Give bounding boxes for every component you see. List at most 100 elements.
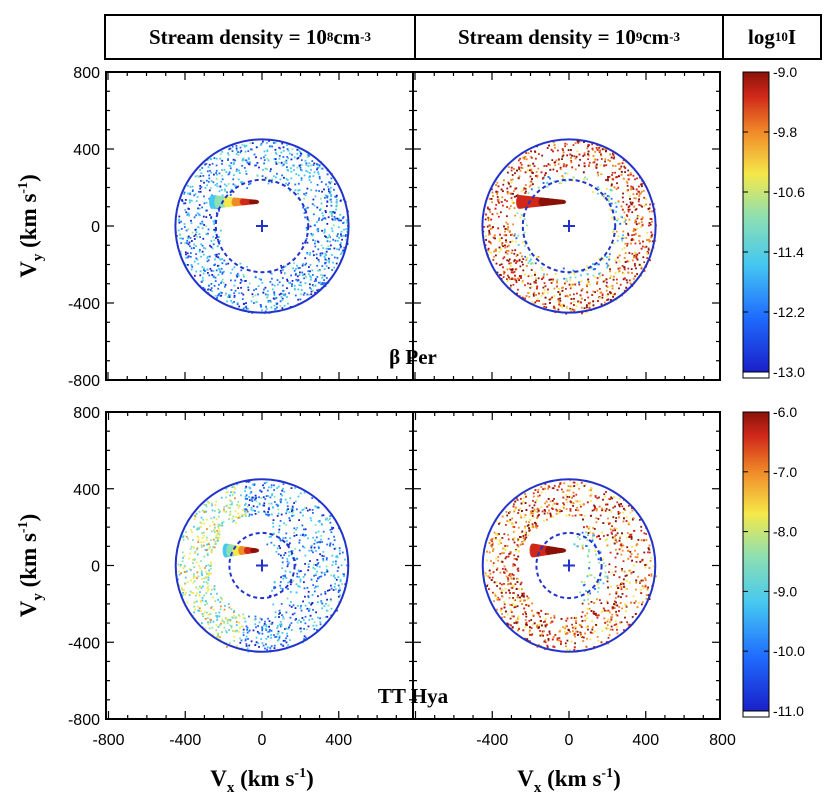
disc-particle bbox=[193, 243, 195, 246]
disc-particle bbox=[245, 173, 248, 175]
disc-particle bbox=[525, 520, 528, 523]
disc-particle bbox=[229, 194, 232, 196]
disc-particle bbox=[323, 605, 326, 608]
disc-particle bbox=[628, 252, 631, 254]
disc-particle bbox=[207, 259, 210, 262]
disc-particle bbox=[587, 278, 590, 281]
disc-particle bbox=[339, 580, 342, 583]
disc-particle bbox=[649, 259, 651, 262]
disc-particle bbox=[248, 504, 250, 506]
disc-particle bbox=[507, 580, 509, 582]
disc-particle bbox=[286, 505, 289, 508]
disc-particle bbox=[198, 594, 201, 596]
disc-particle bbox=[289, 519, 291, 522]
disc-particle bbox=[187, 255, 190, 258]
disc-particle bbox=[609, 270, 611, 273]
disc-particle bbox=[220, 189, 223, 191]
disc-particle bbox=[314, 239, 317, 242]
disc-particle bbox=[513, 207, 516, 209]
disc-particle bbox=[336, 556, 339, 559]
disc-particle bbox=[203, 535, 205, 537]
disc-particle bbox=[270, 301, 272, 303]
disc-particle bbox=[270, 486, 273, 489]
disc-particle bbox=[559, 292, 562, 294]
disc-particle bbox=[640, 525, 643, 528]
disc-particle bbox=[227, 183, 230, 185]
disc-particle bbox=[315, 580, 318, 582]
disc-particle bbox=[197, 536, 199, 538]
disc-particle bbox=[638, 239, 641, 242]
disc-particle bbox=[340, 230, 343, 233]
disc-particle bbox=[231, 268, 234, 271]
disc-particle bbox=[580, 289, 583, 292]
disc-particle bbox=[607, 178, 609, 180]
disc-particle bbox=[229, 642, 231, 644]
disc-particle bbox=[183, 565, 186, 568]
disc-particle bbox=[205, 576, 207, 578]
disc-particle bbox=[281, 164, 284, 167]
disc-particle bbox=[578, 301, 581, 304]
disc-particle bbox=[216, 182, 218, 185]
disc-particle bbox=[321, 252, 324, 255]
disc-particle bbox=[581, 297, 583, 300]
disc-particle bbox=[297, 149, 300, 152]
disc-particle bbox=[246, 628, 248, 631]
disc-particle bbox=[338, 217, 340, 220]
disc-particle bbox=[204, 618, 207, 620]
disc-particle bbox=[620, 165, 623, 168]
disc-particle bbox=[491, 191, 494, 194]
disc-particle bbox=[559, 304, 562, 307]
disc-particle bbox=[232, 183, 235, 186]
disc-particle bbox=[193, 238, 196, 240]
disc-particle bbox=[309, 270, 311, 273]
disc-particle bbox=[297, 267, 300, 269]
disc-particle bbox=[489, 572, 492, 575]
disc-particle bbox=[277, 553, 280, 556]
disc-particle bbox=[242, 628, 245, 631]
disc-particle bbox=[536, 174, 539, 177]
disc-particle bbox=[287, 183, 289, 186]
disc-particle bbox=[514, 583, 517, 586]
disc-particle bbox=[218, 257, 221, 260]
disc-particle bbox=[518, 168, 521, 170]
disc-particle bbox=[335, 560, 337, 563]
disc-particle bbox=[564, 642, 567, 645]
disc-particle bbox=[220, 294, 223, 297]
disc-particle bbox=[615, 188, 618, 190]
disc-particle bbox=[646, 257, 649, 259]
disc-particle bbox=[240, 639, 243, 642]
disc-particle bbox=[500, 589, 503, 592]
disc-particle bbox=[320, 575, 323, 578]
disc-particle bbox=[510, 611, 513, 613]
disc-particle bbox=[299, 511, 302, 514]
disc-particle bbox=[211, 274, 214, 276]
disc-particle bbox=[591, 143, 594, 146]
disc-particle bbox=[311, 602, 314, 604]
disc-particle bbox=[264, 620, 266, 623]
disc-particle bbox=[296, 526, 299, 529]
disc-particle bbox=[497, 200, 500, 203]
disc-particle bbox=[630, 188, 632, 191]
disc-particle bbox=[619, 283, 622, 286]
disc-particle bbox=[616, 239, 619, 242]
disc-particle bbox=[199, 591, 201, 593]
disc-particle bbox=[194, 552, 196, 554]
disc-particle bbox=[538, 644, 540, 646]
disc-particle bbox=[566, 172, 569, 175]
disc-particle bbox=[291, 148, 294, 151]
disc-particle bbox=[243, 145, 246, 148]
disc-particle bbox=[603, 509, 605, 512]
disc-particle bbox=[587, 165, 590, 167]
disc-particle bbox=[522, 258, 525, 260]
disc-particle bbox=[529, 286, 532, 289]
disc-particle bbox=[196, 592, 198, 595]
disc-particle bbox=[203, 511, 206, 514]
disc-particle bbox=[318, 576, 321, 578]
disc-particle bbox=[339, 246, 342, 249]
disc-particle bbox=[291, 280, 294, 282]
disc-particle bbox=[487, 216, 489, 219]
disc-particle bbox=[551, 296, 553, 299]
disc-particle bbox=[544, 172, 547, 175]
disc-particle bbox=[298, 164, 301, 167]
disc-particle bbox=[325, 236, 328, 238]
